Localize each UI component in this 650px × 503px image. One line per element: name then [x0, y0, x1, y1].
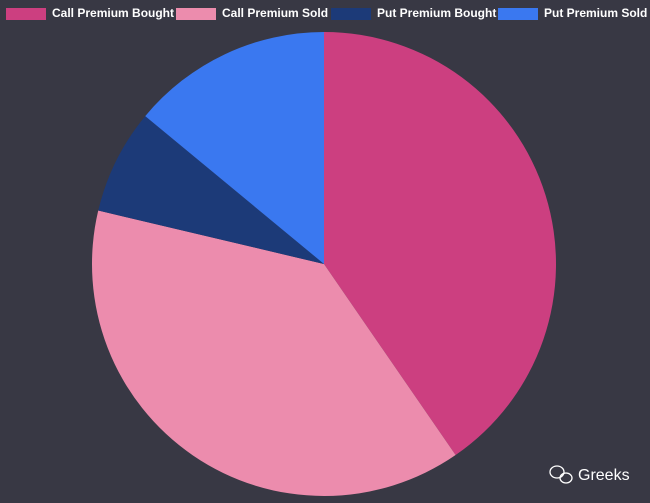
watermark-icon — [549, 465, 573, 484]
pie-slice — [145, 32, 324, 264]
legend-swatch — [498, 8, 538, 20]
legend-swatch — [6, 8, 46, 20]
watermark: Greeks — [578, 467, 630, 484]
legend-swatch — [331, 8, 371, 20]
legend-label: Put Premium Sold — [544, 6, 647, 20]
pie-slice — [91, 210, 456, 497]
pie-slice — [98, 116, 324, 264]
pie-slice — [324, 32, 556, 456]
legend-label: Call Premium Sold — [222, 6, 328, 20]
legend-swatch — [176, 8, 216, 20]
legend-label: Call Premium Bought — [52, 6, 174, 20]
legend-label: Put Premium Bought — [377, 6, 496, 20]
